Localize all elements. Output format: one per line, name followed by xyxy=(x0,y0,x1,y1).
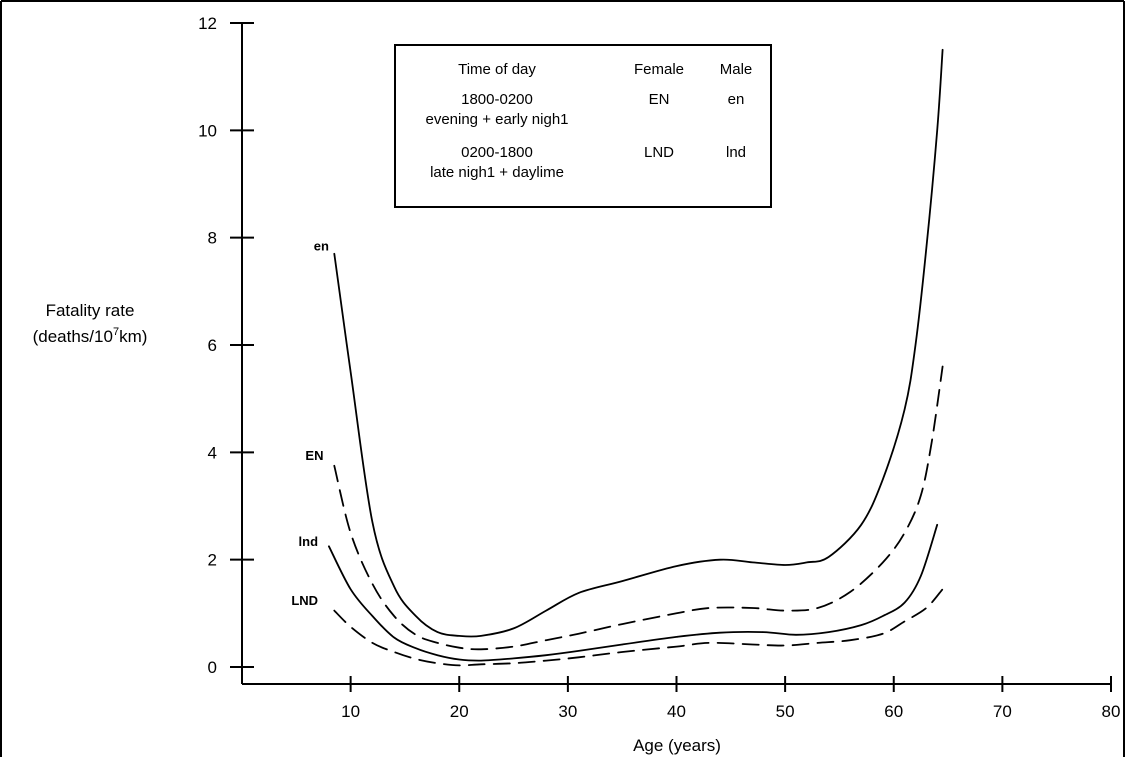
y-tick-label-8: 8 xyxy=(208,229,217,248)
x-tick-label-20: 20 xyxy=(450,702,469,721)
y-axis-title-line2: (deaths/107km) xyxy=(33,326,148,346)
legend-row1-desc: evening + early nigh1 xyxy=(425,111,568,128)
legend-row1-female: EN xyxy=(649,91,670,108)
legend-header-time: Time of day xyxy=(458,61,536,78)
y-tick-label-4: 4 xyxy=(208,443,217,462)
x-tick-label-80: 80 xyxy=(1102,702,1121,721)
x-axis-title: Age (years) xyxy=(633,736,721,755)
y-tick-label-6: 6 xyxy=(208,336,217,355)
legend-row2-time: 0200-1800 xyxy=(461,144,533,161)
series-label-LND: LND xyxy=(291,593,318,608)
y-axis-title-line1: Fatality rate xyxy=(46,301,135,320)
y-axis-title-suffix: km) xyxy=(119,327,147,346)
x-tick-label-30: 30 xyxy=(558,702,577,721)
series-line-lnd xyxy=(328,523,939,662)
series-line-LND xyxy=(333,588,944,667)
x-tick-label-40: 40 xyxy=(667,702,686,721)
x-tick-label-50: 50 xyxy=(776,702,795,721)
y-tick-label-2: 2 xyxy=(208,551,217,570)
y-tick-label-10: 10 xyxy=(198,121,217,140)
series-line-en xyxy=(333,48,944,638)
series-group xyxy=(328,48,944,667)
legend-row2-desc: late nigh1 + daylime xyxy=(430,164,564,181)
x-tick-label-70: 70 xyxy=(993,702,1012,721)
series-label-EN: EN xyxy=(305,448,323,463)
series-line-EN xyxy=(333,365,944,651)
legend-row1-male: en xyxy=(728,91,745,108)
x-tick-label-60: 60 xyxy=(884,702,903,721)
legend-box xyxy=(394,44,772,208)
legend: Time of day Female Male 1800-0200 evenin… xyxy=(394,44,772,208)
series-label-en: en xyxy=(314,239,329,254)
series-label-lnd: lnd xyxy=(299,534,319,549)
y-tick-label-12: 12 xyxy=(198,14,217,33)
legend-header-female: Female xyxy=(634,61,684,78)
legend-row2-female: LND xyxy=(644,144,674,161)
y-tick-label-0: 0 xyxy=(208,658,217,677)
axes-group: 0 2 4 6 8 10 12 10 20 30 40 50 60 70 80 xyxy=(198,14,1120,721)
legend-row2-male: lnd xyxy=(726,144,746,161)
x-tick-label-10: 10 xyxy=(341,702,360,721)
legend-header-male: Male xyxy=(720,61,753,78)
series-labels-group: en EN lnd LND xyxy=(291,239,329,608)
legend-row1-time: 1800-0200 xyxy=(461,91,533,108)
y-axis-title-superscript: 7 xyxy=(113,326,119,338)
y-axis-title-prefix: (deaths/10 xyxy=(33,327,113,346)
